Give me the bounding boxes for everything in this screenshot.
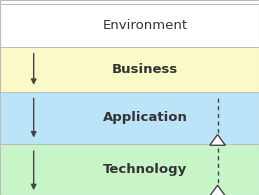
Text: Technology: Technology	[103, 163, 187, 176]
Text: Business: Business	[112, 63, 178, 76]
Text: Application: Application	[103, 112, 188, 124]
Text: Environment: Environment	[103, 19, 188, 32]
Bar	[0, 144, 259, 195]
Polygon shape	[210, 185, 225, 195]
Bar	[0, 4, 259, 47]
Polygon shape	[210, 135, 225, 145]
Bar	[0, 47, 259, 92]
Bar	[0, 92, 259, 144]
